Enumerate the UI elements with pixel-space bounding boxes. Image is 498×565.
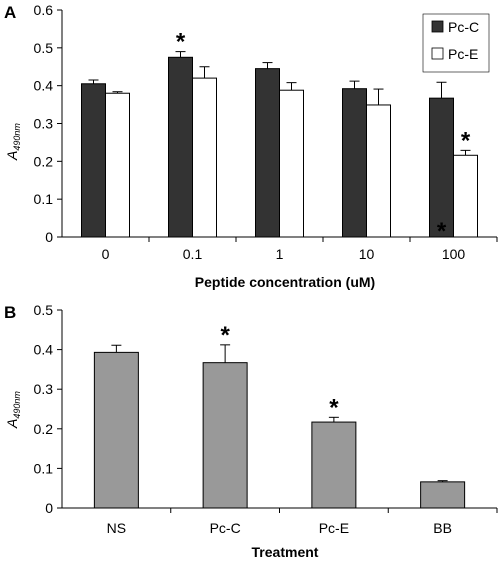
panel-b-plot-area: 0 0.1 0.2 0.3 0.4 0.5 NS Pc-C Pc-E BB * *: [34, 302, 498, 536]
legend-swatch-pc-e: [431, 47, 444, 60]
panel-b-y-tick-label: 0.4: [34, 342, 54, 358]
panel-b-label: B: [4, 303, 16, 322]
panel-b-y-tick-label: 0.2: [34, 421, 54, 437]
panel-b-x-tick-label: NS: [107, 520, 126, 536]
panel-a-bar-pc-e-10: [366, 104, 391, 238]
panel-b-x-axis-title: Treatment: [252, 544, 319, 560]
panel-a-significance-marker: *: [176, 29, 186, 56]
panel-b-x-tick-label: BB: [433, 520, 452, 536]
panel-a-significance-marker: *: [437, 218, 447, 245]
panel-b-y-axis-title-main: A: [4, 419, 20, 429]
panel-a-x-tick-label: 10: [359, 246, 375, 262]
panel-a-bar-pc-e-1: [279, 89, 304, 238]
panel-b-y-tick-label: 0: [45, 500, 53, 516]
panel-b-bar-series-ns: [93, 351, 139, 509]
panel-a-bar-pc-c-0: [81, 83, 106, 238]
panel-a-y-axis-title-sub: 490nm: [12, 123, 22, 151]
panel-a-bar-pc-c-10: [342, 88, 367, 238]
panel-b-bar-series-pc-c: [202, 362, 248, 509]
panel-b-y-tick-label: 0.5: [34, 302, 54, 318]
panel-a-x-axis-title: Peptide concentration (uM): [195, 274, 375, 290]
panel-a-bar-pc-c-0-1: [168, 56, 193, 238]
panel-a-significance-marker: *: [461, 127, 471, 154]
panel-a-x-tick-label: 1: [276, 246, 284, 262]
panel-b-y-axis-title-sub: 490nm: [12, 391, 22, 419]
panel-b-y-tick-label: 0.3: [34, 381, 54, 397]
panel-a-y-tick-label: 0.3: [34, 116, 54, 132]
panel-a-y-tick-label: 0.6: [34, 2, 54, 18]
panel-a-y-axis-title-main: A: [4, 151, 20, 161]
panel-b-significance-marker: *: [329, 394, 339, 421]
panel-b-bar-series-pc-e: [311, 421, 357, 509]
panel-b-x-tick-label: Pc-E: [319, 520, 349, 536]
panel-a-y-tick-label: 0.5: [34, 40, 54, 56]
panel-a-bar-pc-e-0: [105, 92, 130, 238]
legend-label-pc-e: Pc-E: [448, 46, 478, 62]
panel-a-y-axis-title: A490nm: [4, 123, 22, 161]
panel-b-y-tick-label: 0.1: [34, 460, 54, 476]
panel-b: B 0 0.1 0.2 0.3 0.4 0.5 NS Pc-C Pc-E BB * * Treatme…: [4, 302, 498, 560]
panel-a-bar-pc-c-1: [255, 68, 280, 238]
legend-label-pc-c: Pc-C: [448, 19, 479, 35]
panel-a-plot-area: 00.10.20.30.40.50.60 0.1 1 10 100***: [34, 2, 498, 262]
panel-a-y-tick-label: 0.4: [34, 78, 54, 94]
legend-swatch-pc-c: [431, 20, 444, 33]
panel-a-bar-pc-c-100: [429, 97, 454, 238]
panel-b-bar-series-bb: [420, 481, 466, 509]
panel-a-label: A: [4, 3, 16, 22]
panel-a-y-tick-label: 0: [45, 229, 53, 245]
panel-a: A 00.10.20.30.40.50.60 0.1 1 10 100*** Pepti…: [4, 2, 498, 290]
panel-a-y-tick-label: 0.1: [34, 191, 54, 207]
panel-b-significance-marker: *: [220, 322, 230, 349]
panel-a-x-tick-label: 0.1: [183, 246, 203, 262]
panel-a-legend: Pc-C Pc-E: [422, 13, 490, 73]
panel-a-y-tick-label: 0.2: [34, 153, 54, 169]
panel-b-x-tick-label: Pc-C: [210, 520, 241, 536]
panel-a-x-tick-label: 0: [102, 246, 110, 262]
panel-a-bar-pc-e-0-1: [192, 77, 217, 238]
panel-b-y-axis-title: A490nm: [4, 391, 22, 429]
panel-a-x-tick-label: 100: [442, 246, 466, 262]
panel-a-bar-pc-e-100: [453, 154, 478, 238]
